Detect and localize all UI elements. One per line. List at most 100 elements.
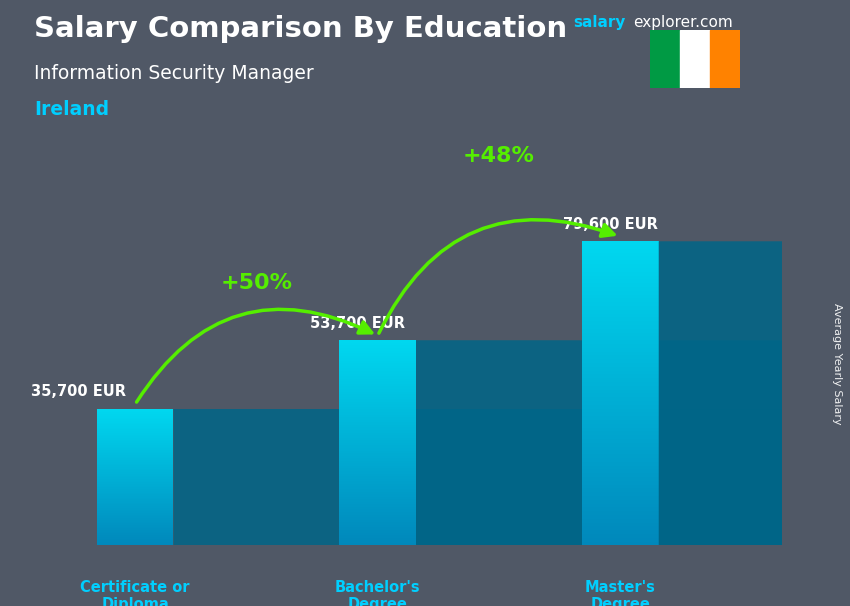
Bar	[582, 519, 659, 522]
Bar	[582, 375, 659, 378]
Bar	[339, 358, 416, 361]
Bar	[339, 345, 416, 348]
Bar	[582, 473, 659, 477]
Bar	[339, 384, 416, 387]
Bar	[582, 534, 659, 538]
Bar	[339, 422, 416, 425]
Bar	[97, 453, 173, 455]
Bar	[97, 506, 173, 508]
Bar	[339, 427, 416, 430]
Text: Certificate or
Diploma: Certificate or Diploma	[81, 580, 190, 606]
Bar	[339, 361, 416, 364]
Bar	[582, 318, 659, 321]
Bar	[339, 479, 416, 481]
Bar	[97, 468, 173, 470]
Bar	[97, 518, 173, 520]
Bar	[97, 498, 173, 499]
Bar	[339, 433, 416, 435]
Bar	[339, 471, 416, 474]
Bar	[97, 470, 173, 472]
Bar	[582, 271, 659, 276]
Bar	[339, 445, 416, 448]
Bar	[339, 350, 416, 353]
Bar	[97, 522, 173, 523]
Bar	[339, 450, 416, 453]
Bar	[339, 502, 416, 504]
Bar	[582, 439, 659, 443]
Bar	[97, 539, 173, 541]
Bar	[97, 436, 173, 438]
Bar	[582, 260, 659, 264]
Bar	[97, 416, 173, 418]
Bar	[97, 421, 173, 422]
Bar	[582, 321, 659, 325]
Bar	[582, 298, 659, 302]
Bar	[582, 328, 659, 333]
Bar	[97, 474, 173, 476]
Bar	[582, 443, 659, 447]
Bar	[339, 453, 416, 456]
Bar	[97, 413, 173, 414]
Bar	[339, 448, 416, 450]
Bar	[339, 440, 416, 443]
Bar	[97, 489, 173, 491]
Text: +48%: +48%	[463, 146, 535, 166]
Bar	[582, 313, 659, 318]
Bar	[339, 476, 416, 479]
Bar	[339, 389, 416, 391]
Bar	[97, 516, 173, 518]
Bar	[97, 499, 173, 501]
Bar	[97, 440, 173, 441]
Bar	[339, 404, 416, 407]
Bar	[97, 487, 173, 489]
Bar	[97, 426, 173, 428]
Bar	[97, 513, 173, 514]
Bar	[582, 465, 659, 470]
Bar	[582, 344, 659, 348]
Bar	[97, 494, 173, 496]
Bar	[97, 503, 173, 504]
Bar	[97, 535, 173, 537]
Bar	[339, 530, 416, 533]
Bar	[680, 30, 710, 88]
Bar	[339, 510, 416, 512]
Bar	[97, 467, 173, 468]
Bar	[97, 448, 173, 450]
Bar	[97, 457, 173, 459]
Text: 79,600 EUR: 79,600 EUR	[563, 217, 658, 231]
Bar	[582, 492, 659, 496]
Bar	[97, 476, 173, 477]
Bar	[339, 520, 416, 522]
Bar	[97, 464, 173, 465]
Bar	[339, 522, 416, 525]
Text: Ireland: Ireland	[34, 100, 109, 119]
Bar	[97, 419, 173, 421]
Bar	[97, 482, 173, 484]
Bar	[339, 497, 416, 499]
Bar	[97, 493, 173, 494]
Bar	[97, 523, 173, 525]
Bar	[97, 445, 173, 447]
Bar	[582, 302, 659, 306]
Bar	[582, 527, 659, 530]
Bar	[339, 543, 416, 545]
Bar	[582, 370, 659, 375]
Bar	[339, 517, 416, 520]
Bar	[97, 491, 173, 493]
Bar	[582, 340, 659, 344]
Bar	[582, 264, 659, 268]
Bar	[582, 295, 659, 298]
Bar	[97, 460, 173, 462]
Bar	[339, 514, 416, 517]
Bar	[582, 469, 659, 473]
Bar	[582, 245, 659, 249]
Bar	[339, 396, 416, 399]
Bar	[97, 541, 173, 542]
Bar	[97, 411, 173, 413]
Bar	[582, 336, 659, 340]
Bar	[582, 291, 659, 295]
Bar	[339, 399, 416, 402]
Bar	[582, 485, 659, 488]
Bar	[582, 424, 659, 428]
Bar	[582, 363, 659, 367]
